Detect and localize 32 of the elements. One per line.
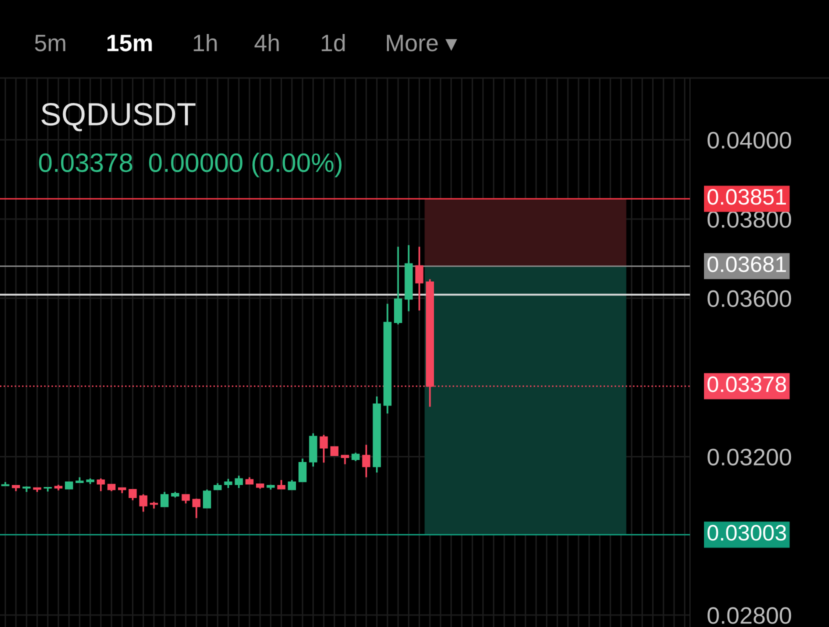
ref-line-label: 0.03378	[708, 376, 786, 392]
text: More ▾	[386, 34, 458, 52]
candlestick	[288, 479, 296, 490]
candlestick	[128, 488, 137, 502]
candlestick	[298, 458, 307, 482]
ref-line-label: 0.03681	[708, 256, 786, 272]
text: 5m	[34, 34, 66, 52]
y-tick-label: 0.02800	[708, 607, 792, 624]
text: 1d	[322, 34, 345, 52]
candlestick	[320, 434, 328, 464]
candlestick	[394, 246, 402, 326]
candlestick	[202, 488, 212, 509]
candlestick	[139, 493, 148, 513]
y-tick-label: 0.03600	[708, 290, 792, 308]
y-tick-label: 0.03200	[708, 448, 792, 466]
ref-line-label: 0.03003	[708, 524, 786, 541]
candlestick	[415, 246, 424, 312]
text: 1h	[194, 34, 217, 52]
candlestick	[234, 474, 243, 489]
candlestick	[192, 498, 200, 519]
y-tick-label: 0.04000	[708, 132, 792, 149]
candlestick	[160, 491, 169, 508]
text: 15m	[107, 34, 152, 52]
candlestick	[96, 478, 105, 492]
candlestick	[362, 444, 370, 478]
text: 4h	[254, 34, 279, 52]
y-tick-label: 0.03800	[708, 211, 792, 228]
text: SQDUSDT	[41, 102, 196, 132]
candlestick	[224, 478, 232, 489]
candlestick	[330, 446, 338, 456]
text: 0.03378 0.00000 (0.00%)	[39, 152, 342, 178]
ref-line-label: 0.03851	[708, 189, 786, 205]
